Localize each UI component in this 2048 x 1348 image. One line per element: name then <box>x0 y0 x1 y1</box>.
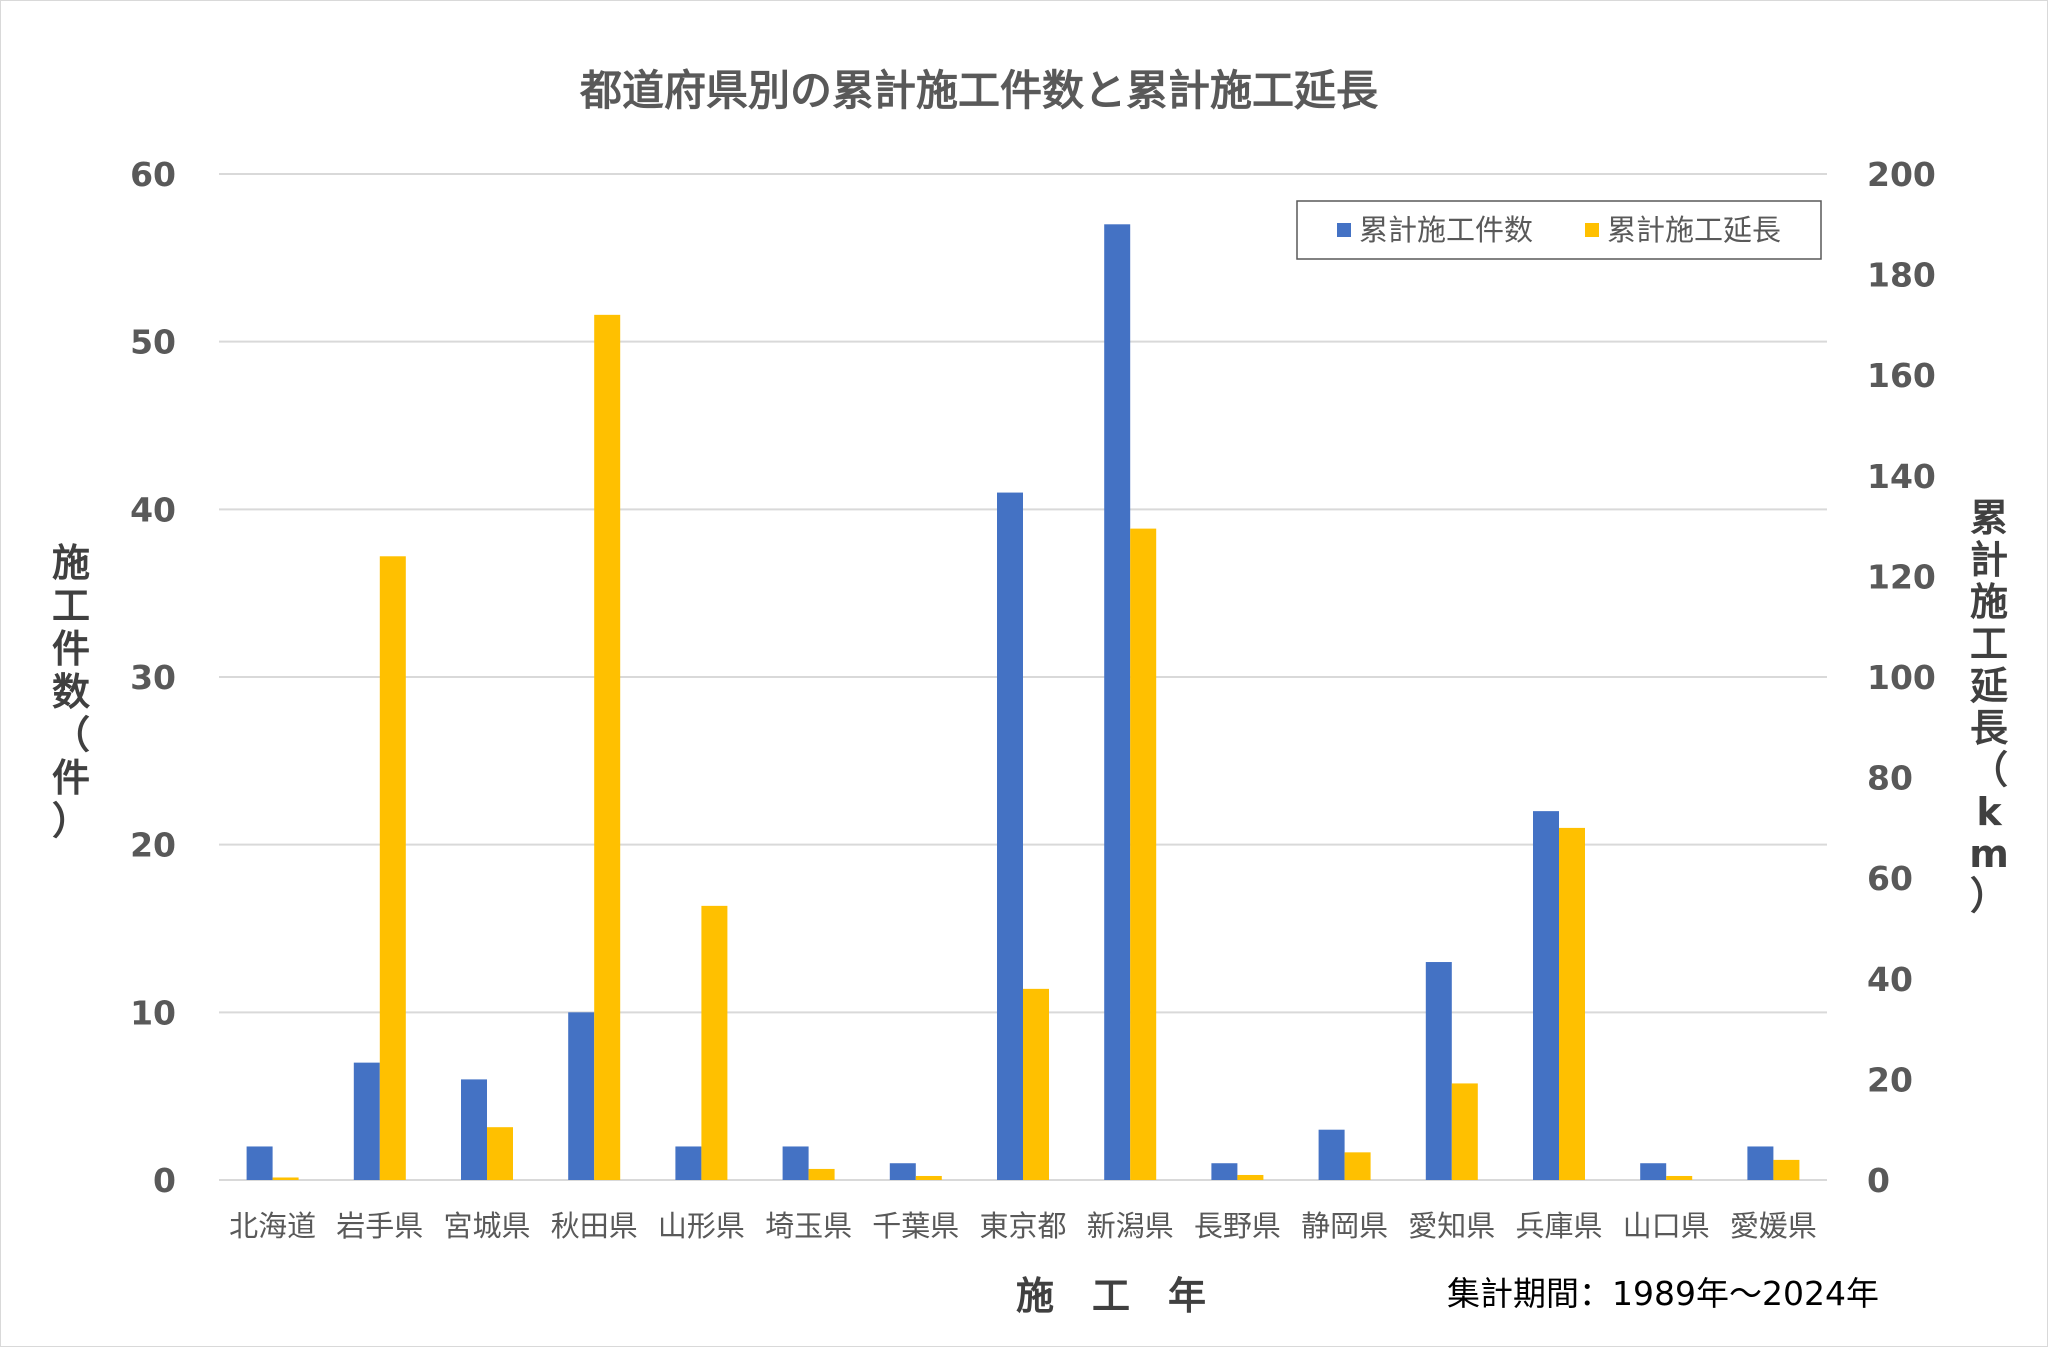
length-bar <box>1344 1152 1371 1180</box>
category-label: 千葉県 <box>872 1209 959 1243</box>
length-bar <box>272 1177 299 1180</box>
count-bar <box>568 1012 595 1180</box>
count-bar <box>1640 1163 1667 1180</box>
count-bar <box>246 1146 273 1180</box>
category-label: 宮城県 <box>443 1209 530 1243</box>
right-tick-label: 40 <box>1867 960 1913 999</box>
right-tick-label: 100 <box>1867 658 1936 697</box>
right-tick-label: 180 <box>1867 256 1936 295</box>
count-bar <box>1533 811 1559 1180</box>
left-tick-label: 40 <box>130 490 176 529</box>
count-bar <box>997 492 1023 1181</box>
legend: 累計施工件数 累計施工延長 <box>1296 200 1822 260</box>
count-bar <box>675 1146 702 1180</box>
category-label: 北海道 <box>229 1209 316 1243</box>
right-tick-label: 200 <box>1867 155 1936 194</box>
period-note: 集計期間：1989年～2024年 <box>1447 1274 1879 1313</box>
length-bar <box>594 314 621 1181</box>
bars <box>246 224 1800 1181</box>
length-bar <box>915 1175 942 1180</box>
length-bar <box>1773 1159 1800 1180</box>
category-label: 山口県 <box>1623 1209 1710 1243</box>
category-label: 秋田県 <box>551 1209 638 1243</box>
length-bar <box>808 1168 835 1180</box>
category-label: 埼玉県 <box>765 1209 852 1243</box>
chart-title: 都道府県別の累計施工件数と累計施工延長 <box>579 66 1379 115</box>
right-tick-label: 160 <box>1867 356 1936 395</box>
legend-label: 累計施工延長 <box>1607 213 1781 247</box>
category-label: 愛媛県 <box>1730 1209 1817 1243</box>
right-tick-label: 120 <box>1867 557 1936 596</box>
left-tick-label: 50 <box>130 323 176 362</box>
right-axis-title-text: 累計施工延長（ k m） <box>1969 496 2009 918</box>
left-axis-title: 施工件数（件） <box>52 541 90 843</box>
length-bar <box>701 905 728 1180</box>
count-bar <box>889 1163 916 1180</box>
count-bar <box>782 1146 809 1180</box>
count-bar <box>1211 1163 1238 1180</box>
left-tick-label: 20 <box>130 826 176 865</box>
right-tick-label: 60 <box>1867 859 1913 898</box>
left-tick-label: 60 <box>130 155 176 194</box>
length-bar <box>1023 988 1049 1180</box>
left-tick-label: 30 <box>130 658 176 697</box>
legend-swatch <box>1337 223 1351 237</box>
count-bar <box>461 1079 487 1180</box>
count-bar <box>1425 962 1452 1180</box>
category-label: 愛知県 <box>1408 1209 1495 1243</box>
right-axis-title: 累計施工延長（ k m） <box>1969 496 2009 918</box>
right-tick-label: 20 <box>1867 1060 1913 1099</box>
x-axis-title: 施 工 年 <box>1016 1274 1206 1318</box>
length-bar <box>1451 1083 1478 1180</box>
length-bar <box>1237 1174 1264 1180</box>
left-axis-title-text: 施工件数（件） <box>52 541 90 843</box>
category-labels: 北海道 岩手県 宮城県 秋田県 山形県 埼玉県 千葉県 東京都 新潟県 長野県 静岡県 愛知県 兵庫県山… <box>229 1209 1817 1243</box>
left-axis-ticks: 0 10 20 30 40 50 60 <box>130 155 176 1200</box>
right-axis-ticks: 0 20 40 60 80 100 120 140 160 180 200 <box>1867 155 1936 1200</box>
category-label: 新潟県 <box>1087 1209 1174 1243</box>
category-label: 兵庫県 <box>1515 1209 1602 1243</box>
right-tick-label: 0 <box>1867 1161 1890 1200</box>
left-tick-label: 0 <box>153 1161 176 1200</box>
count-bar <box>1747 1146 1774 1180</box>
left-tick-label: 10 <box>130 993 176 1032</box>
count-bar <box>1318 1129 1345 1180</box>
length-bar <box>1666 1175 1693 1180</box>
legend-box <box>1296 200 1822 260</box>
category-label: 山形県 <box>658 1209 745 1243</box>
right-tick-label: 80 <box>1867 759 1913 798</box>
category-label: 東京都 <box>979 1209 1066 1243</box>
category-label: 岩手県 <box>336 1209 423 1243</box>
legend-label: 累計施工件数 <box>1359 213 1533 247</box>
right-tick-label: 140 <box>1867 457 1936 496</box>
count-bar <box>353 1062 380 1180</box>
length-bar <box>1559 827 1585 1180</box>
length-bar <box>1130 528 1157 1180</box>
category-label: 長野県 <box>1194 1209 1281 1243</box>
legend-swatch <box>1585 223 1599 237</box>
count-bar <box>1104 224 1131 1181</box>
length-bar <box>487 1127 513 1180</box>
length-bar <box>379 556 406 1180</box>
category-label: 静岡県 <box>1301 1209 1388 1243</box>
